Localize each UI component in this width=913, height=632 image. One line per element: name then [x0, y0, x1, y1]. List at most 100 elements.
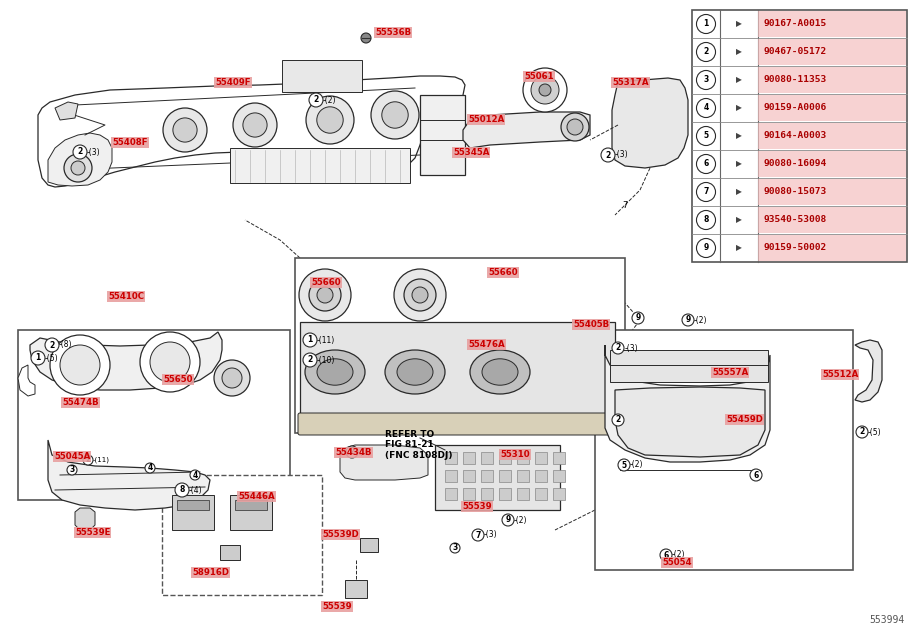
Polygon shape — [75, 508, 95, 532]
Text: 2: 2 — [78, 147, 82, 157]
Text: 55061: 55061 — [524, 72, 553, 81]
Text: 55539E: 55539E — [75, 528, 110, 537]
Text: -(3): -(3) — [615, 150, 629, 159]
Text: 2: 2 — [49, 341, 55, 349]
Circle shape — [539, 84, 551, 96]
Circle shape — [140, 332, 200, 392]
Bar — [445, 470, 457, 482]
Text: 55012A: 55012A — [468, 115, 504, 124]
Bar — [481, 470, 493, 482]
Bar — [282, 60, 362, 92]
Circle shape — [317, 287, 333, 303]
Polygon shape — [463, 112, 590, 148]
Bar — [758, 235, 906, 261]
Text: 6: 6 — [664, 550, 668, 559]
Circle shape — [233, 103, 277, 147]
Circle shape — [150, 342, 190, 382]
Text: -(3): -(3) — [87, 147, 100, 157]
Bar — [758, 207, 906, 233]
Circle shape — [612, 342, 624, 354]
Text: 553994: 553994 — [870, 615, 905, 625]
Circle shape — [412, 287, 428, 303]
Circle shape — [222, 368, 242, 388]
Text: 7: 7 — [476, 530, 480, 540]
Bar — [481, 488, 493, 500]
Circle shape — [306, 96, 354, 144]
Polygon shape — [340, 445, 428, 480]
Bar — [360, 538, 378, 552]
Circle shape — [404, 279, 436, 311]
Bar — [553, 470, 565, 482]
Text: 9: 9 — [686, 315, 690, 324]
Text: 2: 2 — [615, 415, 621, 425]
Text: -(3): -(3) — [625, 344, 638, 353]
Text: 55408F: 55408F — [112, 138, 148, 147]
Circle shape — [173, 118, 197, 142]
Polygon shape — [48, 440, 210, 510]
Polygon shape — [612, 78, 688, 168]
Circle shape — [299, 269, 351, 321]
Circle shape — [163, 108, 207, 152]
Text: 55310: 55310 — [500, 450, 530, 459]
Text: ▶: ▶ — [736, 104, 742, 112]
Circle shape — [60, 345, 100, 385]
Text: 6: 6 — [753, 470, 759, 480]
Bar — [162, 475, 322, 595]
Text: 55512A: 55512A — [822, 370, 858, 379]
Text: 55557A: 55557A — [712, 368, 749, 377]
Text: 2: 2 — [86, 456, 90, 465]
Circle shape — [346, 446, 358, 458]
Circle shape — [567, 119, 583, 135]
Text: 4: 4 — [703, 104, 708, 112]
Text: 7: 7 — [623, 200, 627, 209]
Bar — [481, 452, 493, 464]
Circle shape — [73, 145, 87, 159]
Circle shape — [697, 154, 716, 174]
Polygon shape — [605, 345, 770, 462]
Bar — [535, 470, 547, 482]
Text: -(2): -(2) — [672, 550, 686, 559]
Circle shape — [45, 338, 59, 352]
Bar — [463, 470, 475, 482]
Bar — [758, 151, 906, 177]
Bar — [445, 488, 457, 500]
Text: -(2): -(2) — [694, 315, 708, 324]
Bar — [435, 445, 560, 510]
Circle shape — [71, 161, 85, 175]
Bar — [517, 470, 529, 482]
Bar — [295, 258, 625, 433]
Text: ▶: ▶ — [736, 159, 742, 169]
Text: 5: 5 — [703, 131, 708, 140]
Bar — [230, 495, 272, 530]
Bar — [420, 95, 465, 175]
Ellipse shape — [317, 359, 353, 385]
Circle shape — [361, 33, 371, 43]
Text: 55345A: 55345A — [453, 148, 489, 157]
Circle shape — [697, 15, 716, 33]
Circle shape — [856, 426, 868, 438]
Bar — [345, 580, 367, 598]
Text: 2: 2 — [308, 355, 312, 365]
Text: 2: 2 — [350, 447, 354, 456]
Polygon shape — [38, 76, 465, 187]
Text: 90080-15073: 90080-15073 — [763, 188, 826, 197]
Circle shape — [523, 68, 567, 112]
Text: 55660: 55660 — [311, 278, 341, 287]
Bar — [177, 500, 209, 510]
Bar — [758, 11, 906, 37]
Text: 1: 1 — [36, 353, 40, 363]
Text: 55317A: 55317A — [612, 78, 648, 87]
Circle shape — [561, 113, 589, 141]
Text: 8: 8 — [703, 216, 708, 224]
Polygon shape — [18, 365, 35, 396]
Circle shape — [303, 353, 317, 367]
Text: 55539D: 55539D — [322, 530, 359, 539]
Circle shape — [145, 463, 155, 473]
Bar — [235, 500, 267, 510]
Bar — [300, 322, 615, 422]
Text: ▶: ▶ — [736, 75, 742, 85]
Circle shape — [618, 459, 630, 471]
Text: 90159-50002: 90159-50002 — [763, 243, 826, 253]
Polygon shape — [48, 133, 112, 186]
Bar — [758, 39, 906, 65]
